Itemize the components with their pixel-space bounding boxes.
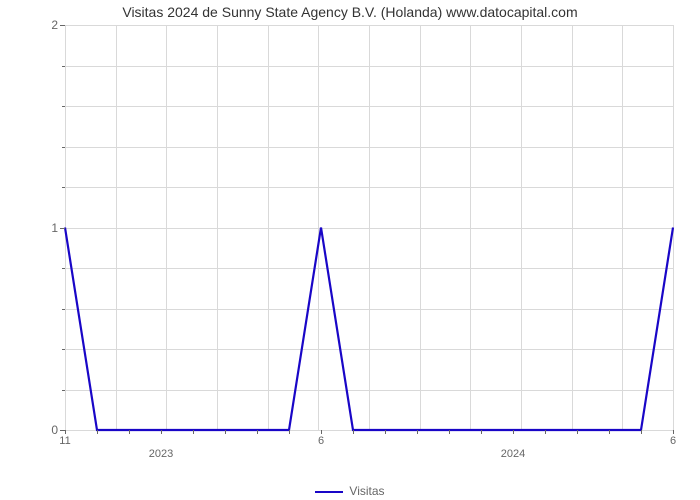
y-tick-mark-minor (62, 268, 65, 269)
y-tick-mark-minor (62, 390, 65, 391)
plot-area (65, 25, 673, 430)
x-tick-mark (609, 430, 610, 434)
x-tick-mark (641, 430, 642, 434)
y-tick-label: 2 (51, 18, 58, 32)
x-tick-mark (97, 430, 98, 434)
y-tick-mark (60, 25, 65, 26)
x-tick-mark (577, 430, 578, 434)
x-tick-mark (449, 430, 450, 434)
y-tick-label: 1 (51, 221, 58, 235)
x-tick-label: 11 (59, 435, 70, 447)
legend: Visitas (0, 484, 700, 498)
chart-container: Visitas 2024 de Sunny State Agency B.V. … (0, 0, 700, 500)
data-line (65, 228, 673, 431)
x-tick-mark (161, 430, 162, 434)
x-tick-mark (545, 430, 546, 434)
y-tick-mark-minor (62, 349, 65, 350)
x-tick-label: 6 (670, 435, 676, 447)
x-tick-label: 6 (318, 435, 324, 447)
line-series (65, 25, 673, 430)
y-tick-mark (60, 430, 65, 431)
x-tick-label-major: 2024 (501, 448, 525, 460)
y-tick-mark (60, 228, 65, 229)
y-tick-label: 0 (51, 423, 58, 437)
y-tick-mark-minor (62, 106, 65, 107)
x-tick-mark (513, 430, 514, 434)
y-tick-mark-minor (62, 66, 65, 67)
y-tick-mark-minor (62, 187, 65, 188)
y-tick-mark-minor (62, 309, 65, 310)
x-tick-mark (385, 430, 386, 434)
x-tick-mark (129, 430, 130, 434)
legend-swatch (315, 491, 343, 493)
x-tick-mark (417, 430, 418, 434)
x-tick-label-major: 2023 (149, 448, 173, 460)
x-tick-mark (481, 430, 482, 434)
y-tick-mark-minor (62, 147, 65, 148)
x-tick-mark (321, 430, 322, 434)
grid-v (673, 25, 674, 430)
x-tick-mark (257, 430, 258, 434)
x-tick-mark (65, 430, 66, 434)
x-tick-mark (289, 430, 290, 434)
x-tick-mark (193, 430, 194, 434)
x-tick-mark (225, 430, 226, 434)
x-tick-mark (353, 430, 354, 434)
x-tick-mark (673, 430, 674, 434)
chart-title: Visitas 2024 de Sunny State Agency B.V. … (0, 4, 700, 20)
legend-label: Visitas (349, 484, 384, 498)
